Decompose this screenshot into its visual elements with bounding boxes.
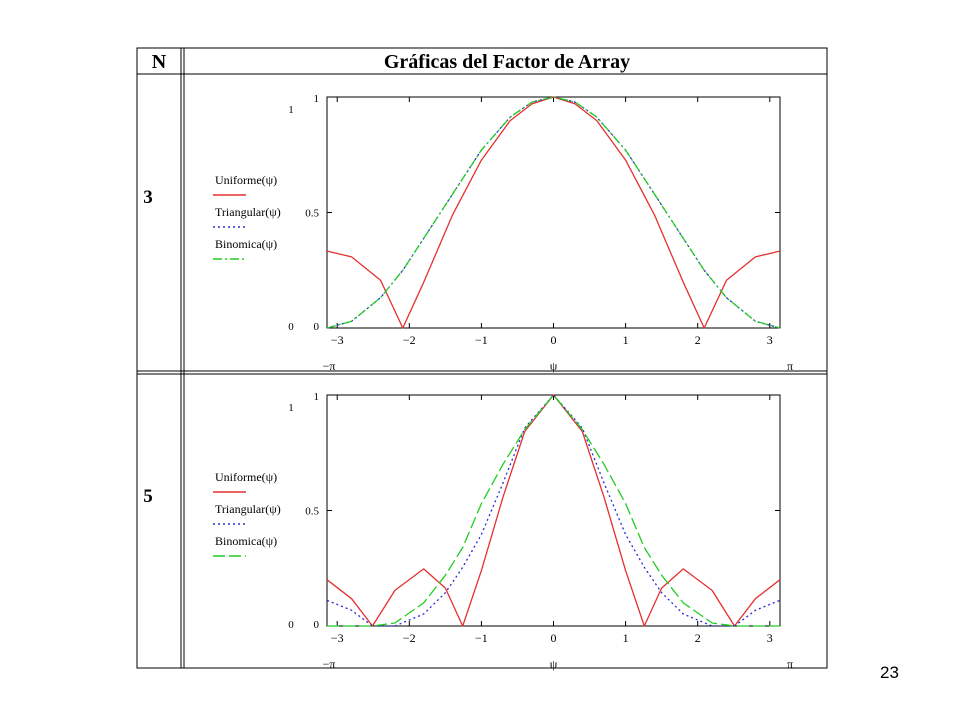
x-tick-label: 1 bbox=[623, 631, 629, 645]
table-header-title: Gráficas del Factor de Array bbox=[384, 51, 630, 73]
x-tick-label: 3 bbox=[767, 631, 773, 645]
x-tick-label: −3 bbox=[331, 333, 344, 347]
y-tick-label: 0.5 bbox=[305, 506, 319, 518]
row-label-n3: 3 bbox=[143, 187, 153, 208]
y-range-label-max: 1 bbox=[288, 402, 294, 414]
x-tick-label: 1 bbox=[623, 333, 629, 347]
legend-label-1: Triangular(ψ) bbox=[215, 502, 281, 516]
legend-label-2: Binomica(ψ) bbox=[215, 534, 277, 548]
x-range-label-min: −π bbox=[323, 657, 336, 671]
x-tick-label: −2 bbox=[403, 333, 416, 347]
x-tick-label: 2 bbox=[695, 333, 701, 347]
x-tick-label: 2 bbox=[695, 631, 701, 645]
y-tick-label: 0.5 bbox=[305, 208, 319, 220]
y-tick-label: 0 bbox=[314, 619, 320, 631]
plot-frame bbox=[326, 96, 781, 329]
array-factor-chart-n5: 0 0.5 1 1 0 −3 −2 −1 0 1 2 3 −π π ψ Uniforme(ψ) Triangul… bbox=[213, 391, 793, 671]
legend-label-1: Triangular(ψ) bbox=[215, 205, 281, 219]
x-axis-label: ψ bbox=[550, 657, 558, 671]
legend-label-0: Uniforme(ψ) bbox=[215, 470, 277, 484]
y-tick-label: 0 bbox=[314, 321, 320, 333]
y-range-label-max: 1 bbox=[288, 104, 294, 116]
series-line-1 bbox=[326, 96, 781, 329]
series-line-2 bbox=[326, 96, 781, 329]
x-tick-label: −2 bbox=[403, 631, 416, 645]
x-tick-label: 0 bbox=[551, 631, 557, 645]
x-tick-label: −1 bbox=[475, 631, 488, 645]
y-range-label-min: 0 bbox=[288, 321, 294, 333]
series-line-2 bbox=[327, 394, 780, 627]
legend-label-0: Uniforme(ψ) bbox=[215, 173, 277, 187]
y-tick-label: 1 bbox=[314, 93, 320, 105]
series-line-0 bbox=[326, 394, 781, 627]
row-label-n5: 5 bbox=[143, 486, 153, 507]
array-factor-chart-n3: 0 0.5 1 1 0 −3 −2 −1 0 1 2 3 −π π ψ Uniforme(ψ) Triangul… bbox=[213, 93, 793, 373]
x-range-label-max: π bbox=[787, 359, 793, 373]
series-line-1 bbox=[326, 394, 781, 627]
x-tick-label: 0 bbox=[551, 333, 557, 347]
series-line-0 bbox=[326, 96, 781, 329]
page-number: 23 bbox=[880, 663, 899, 682]
x-tick-label: −1 bbox=[475, 333, 488, 347]
x-tick-label: 3 bbox=[767, 333, 773, 347]
x-axis-label: ψ bbox=[550, 359, 558, 373]
legend-label-2: Binomica(ψ) bbox=[215, 237, 277, 251]
table-header-n: N bbox=[152, 51, 167, 73]
table-frame bbox=[136, 47, 828, 669]
y-range-label-min: 0 bbox=[288, 619, 294, 631]
x-range-label-min: −π bbox=[323, 359, 336, 373]
x-tick-label: −3 bbox=[331, 631, 344, 645]
y-tick-label: 1 bbox=[314, 391, 320, 403]
x-range-label-max: π bbox=[787, 657, 793, 671]
